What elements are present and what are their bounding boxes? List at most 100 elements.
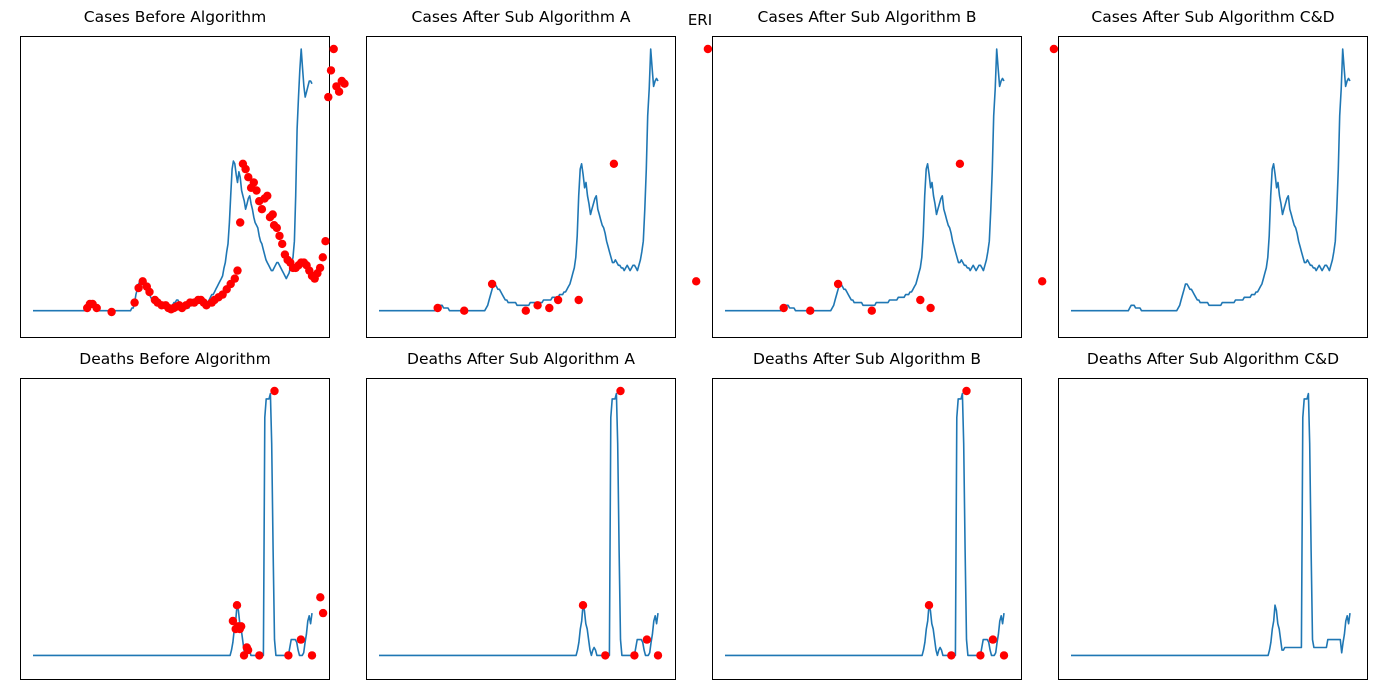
series-line — [725, 48, 1005, 312]
anomaly-marker — [703, 44, 713, 54]
chart-svg — [366, 36, 713, 338]
anomaly-marker — [329, 44, 338, 54]
anomaly-marker — [601, 651, 610, 660]
anomaly-marker — [324, 92, 333, 102]
anomaly-marker — [545, 303, 554, 313]
anomaly-marker — [318, 253, 327, 262]
anomaly-marker — [236, 218, 245, 227]
series-line — [33, 48, 313, 312]
anomaly-marker — [145, 287, 154, 297]
anomaly-marker — [237, 622, 246, 631]
anomaly-marker — [307, 651, 317, 660]
subplot-title: Deaths Before Algorithm — [79, 350, 271, 368]
anomaly-marker — [926, 303, 935, 313]
subplot-title: Deaths After Sub Algorithm B — [753, 350, 981, 368]
anomaly-marker — [252, 186, 261, 195]
anomaly-marker — [270, 386, 279, 396]
anomaly-marker — [334, 87, 344, 96]
plot-frame — [1058, 36, 1368, 338]
plot-frame — [366, 378, 676, 680]
series-line — [379, 48, 659, 312]
anomaly-marker — [296, 635, 306, 644]
anomaly-marker — [779, 303, 788, 313]
subplot-cases-after-b: Cases After Sub Algorithm B — [712, 8, 1059, 338]
anomaly-marker — [616, 386, 625, 396]
anomaly-marker — [272, 223, 281, 233]
subplot-title: Deaths After Sub Algorithm A — [407, 350, 635, 368]
chart-svg — [712, 36, 1059, 338]
subplot-deaths-after-b: Deaths After Sub Algorithm B — [712, 350, 1022, 680]
anomaly-marker — [976, 651, 985, 660]
anomaly-marker — [230, 274, 239, 283]
anomaly-marker — [962, 386, 971, 396]
anomaly-marker — [1049, 44, 1059, 54]
anomaly-marker — [806, 306, 815, 315]
plot-frame — [366, 36, 676, 338]
anomaly-marker — [340, 79, 349, 88]
anomaly-marker — [241, 164, 250, 174]
anomaly-marker — [578, 601, 588, 610]
anomaly-marker — [521, 306, 530, 315]
anomaly-marker — [107, 307, 116, 317]
anomaly-marker — [833, 279, 843, 289]
anomaly-marker — [228, 616, 238, 626]
subplot-title: Cases After Sub Algorithm C&D — [1091, 8, 1335, 26]
subplot-cases-after-cd: Cases After Sub Algorithm C&D — [1058, 8, 1368, 338]
anomaly-marker — [433, 303, 442, 313]
anomaly-marker — [130, 298, 139, 307]
subplot-deaths-after-a: Deaths After Sub Algorithm A — [366, 350, 676, 680]
anomaly-marker — [92, 303, 101, 313]
anomaly-marker — [988, 635, 998, 644]
anomaly-marker — [326, 66, 336, 75]
subplot-title: Cases Before Algorithm — [83, 8, 267, 26]
anomaly-marker — [244, 173, 253, 182]
series-line — [33, 392, 313, 657]
anomaly-marker — [268, 210, 277, 219]
series-line — [379, 392, 659, 657]
plot-frame — [712, 378, 1022, 680]
anomaly-marker — [275, 231, 284, 241]
chart-svg — [366, 378, 676, 680]
anomaly-marker — [233, 266, 242, 275]
series-line — [1071, 48, 1351, 312]
anomaly-marker — [257, 205, 267, 214]
anomaly-marker — [653, 651, 663, 660]
plot-frame — [1058, 378, 1368, 680]
subplot-cases-after-a: Cases After Sub Algorithm A — [366, 8, 713, 338]
anomaly-marker — [955, 159, 965, 168]
anomaly-marker — [916, 295, 925, 305]
anomaly-marker — [278, 239, 287, 249]
plot-frame — [20, 36, 330, 338]
anomaly-marker — [316, 593, 325, 602]
anomaly-marker — [533, 301, 542, 310]
plot-frame — [712, 36, 1022, 338]
chart-svg — [1058, 36, 1368, 338]
anomaly-marker — [642, 635, 652, 644]
anomaly-marker — [867, 306, 876, 315]
chart-svg — [20, 378, 330, 680]
subplot-title: Cases After Sub Algorithm B — [757, 8, 977, 26]
anomaly-marker — [232, 601, 242, 610]
anomaly-marker — [947, 651, 956, 660]
anomaly-marker — [134, 283, 143, 293]
anomaly-marker — [318, 608, 328, 618]
chart-svg — [20, 36, 349, 338]
anomaly-marker — [630, 651, 639, 660]
anomaly-marker — [321, 237, 330, 246]
plot-frame — [20, 378, 330, 680]
anomaly-marker — [553, 295, 563, 305]
anomaly-marker — [460, 306, 469, 315]
anomaly-marker — [999, 651, 1009, 660]
series-line — [1071, 392, 1351, 657]
anomaly-marker — [249, 178, 258, 187]
subplot-cases-before: Cases Before Algorithm — [20, 8, 349, 338]
series-line — [725, 392, 1005, 657]
anomaly-marker — [574, 295, 583, 305]
anomaly-marker — [487, 279, 497, 289]
anomaly-marker — [924, 601, 934, 610]
chart-svg — [1058, 378, 1368, 680]
anomaly-marker — [609, 159, 619, 168]
subplot-deaths-after-cd: Deaths After Sub Algorithm C&D — [1058, 350, 1368, 680]
subplot-title: Deaths After Sub Algorithm C&D — [1086, 350, 1340, 368]
figure-title: ERI — [687, 11, 713, 29]
